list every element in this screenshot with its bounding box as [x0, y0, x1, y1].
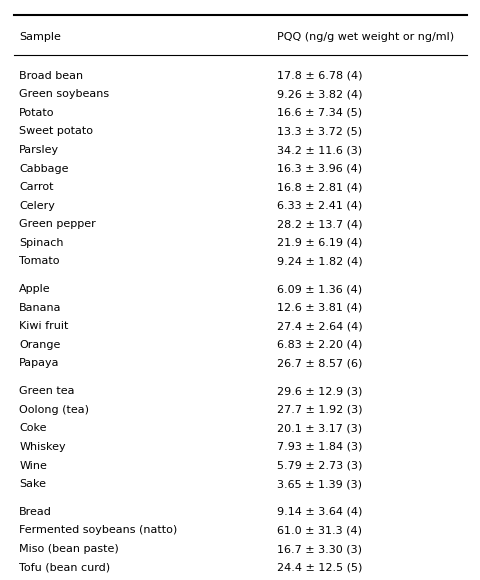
Text: Spinach: Spinach [19, 238, 64, 248]
Text: PQQ (ng/g wet weight or ng/ml): PQQ (ng/g wet weight or ng/ml) [276, 32, 453, 42]
Text: Papaya: Papaya [19, 358, 60, 368]
Text: Whiskey: Whiskey [19, 442, 66, 452]
Text: Banana: Banana [19, 303, 61, 313]
Text: 6.33 ± 2.41 (4): 6.33 ± 2.41 (4) [276, 201, 361, 211]
Text: 13.3 ± 3.72 (5): 13.3 ± 3.72 (5) [276, 126, 361, 136]
Text: Green soybeans: Green soybeans [19, 89, 109, 99]
Text: Sake: Sake [19, 479, 46, 489]
Text: 9.14 ± 3.64 (4): 9.14 ± 3.64 (4) [276, 507, 361, 517]
Text: 21.9 ± 6.19 (4): 21.9 ± 6.19 (4) [276, 238, 361, 248]
Text: 34.2 ± 11.6 (3): 34.2 ± 11.6 (3) [276, 145, 361, 155]
Text: Tofu (bean curd): Tofu (bean curd) [19, 563, 110, 572]
Text: 16.3 ± 3.96 (4): 16.3 ± 3.96 (4) [276, 164, 361, 173]
Text: 6.83 ± 2.20 (4): 6.83 ± 2.20 (4) [276, 340, 361, 350]
Text: 61.0 ± 31.3 (4): 61.0 ± 31.3 (4) [276, 525, 361, 535]
Text: 7.93 ± 1.84 (3): 7.93 ± 1.84 (3) [276, 442, 361, 452]
Text: Orange: Orange [19, 340, 60, 350]
Text: Apple: Apple [19, 284, 51, 294]
Text: Fermented soybeans (natto): Fermented soybeans (natto) [19, 525, 177, 535]
Text: Wine: Wine [19, 461, 47, 470]
Text: 26.7 ± 8.57 (6): 26.7 ± 8.57 (6) [276, 358, 361, 368]
Text: 9.26 ± 3.82 (4): 9.26 ± 3.82 (4) [276, 89, 361, 99]
Text: 29.6 ± 12.9 (3): 29.6 ± 12.9 (3) [276, 386, 361, 396]
Text: 12.6 ± 3.81 (4): 12.6 ± 3.81 (4) [276, 303, 361, 313]
Text: 6.09 ± 1.36 (4): 6.09 ± 1.36 (4) [276, 284, 361, 294]
Text: Sweet potato: Sweet potato [19, 126, 93, 136]
Text: 16.7 ± 3.30 (3): 16.7 ± 3.30 (3) [276, 544, 361, 554]
Text: Green pepper: Green pepper [19, 219, 96, 229]
Text: Parsley: Parsley [19, 145, 59, 155]
Text: 24.4 ± 12.5 (5): 24.4 ± 12.5 (5) [276, 563, 361, 572]
Text: Coke: Coke [19, 423, 47, 433]
Text: Miso (bean paste): Miso (bean paste) [19, 544, 119, 554]
Text: 16.6 ± 7.34 (5): 16.6 ± 7.34 (5) [276, 108, 361, 118]
Text: Oolong (tea): Oolong (tea) [19, 405, 89, 415]
Text: 5.79 ± 2.73 (3): 5.79 ± 2.73 (3) [276, 461, 361, 470]
Text: 3.65 ± 1.39 (3): 3.65 ± 1.39 (3) [276, 479, 361, 489]
Text: Green tea: Green tea [19, 386, 74, 396]
Text: Bread: Bread [19, 507, 52, 517]
Text: 16.8 ± 2.81 (4): 16.8 ± 2.81 (4) [276, 182, 361, 192]
Text: 9.24 ± 1.82 (4): 9.24 ± 1.82 (4) [276, 256, 361, 266]
Text: Tomato: Tomato [19, 256, 60, 266]
Text: 27.4 ± 2.64 (4): 27.4 ± 2.64 (4) [276, 321, 361, 331]
Text: 27.7 ± 1.92 (3): 27.7 ± 1.92 (3) [276, 405, 361, 415]
Text: Cabbage: Cabbage [19, 164, 69, 173]
Text: Sample: Sample [19, 32, 61, 42]
Text: Kiwi fruit: Kiwi fruit [19, 321, 69, 331]
Text: 28.2 ± 13.7 (4): 28.2 ± 13.7 (4) [276, 219, 361, 229]
Text: 17.8 ± 6.78 (4): 17.8 ± 6.78 (4) [276, 71, 361, 81]
Text: Broad bean: Broad bean [19, 71, 83, 81]
Text: Potato: Potato [19, 108, 55, 118]
Text: Carrot: Carrot [19, 182, 54, 192]
Text: Celery: Celery [19, 201, 55, 211]
Text: 20.1 ± 3.17 (3): 20.1 ± 3.17 (3) [276, 423, 361, 433]
